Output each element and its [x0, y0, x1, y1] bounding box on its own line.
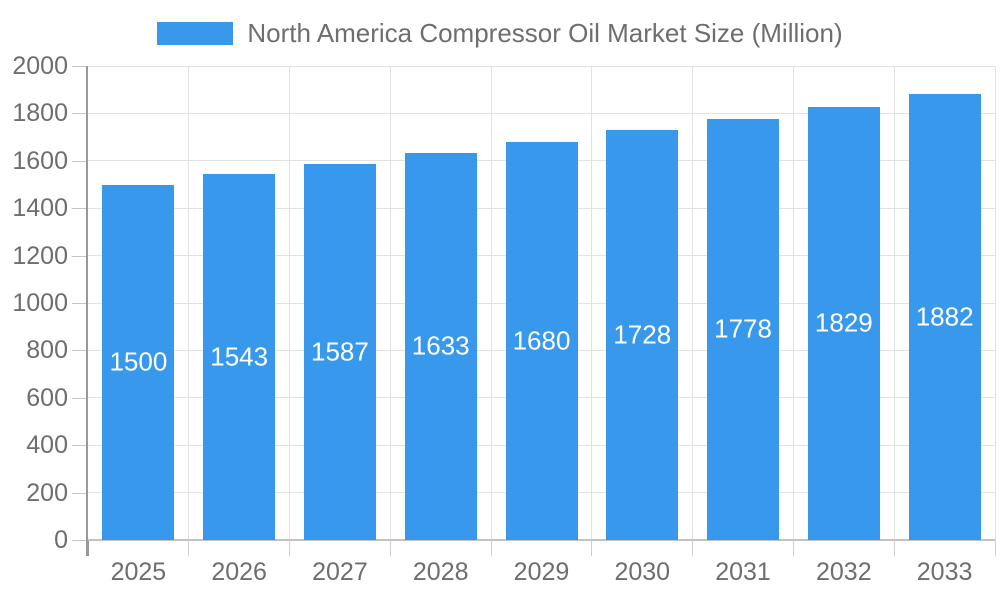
category-gridline: [692, 66, 694, 540]
bar-value-label: 1829: [814, 307, 873, 338]
y-axis-tick-label: 400: [26, 431, 68, 460]
bar-value-label: 1543: [210, 341, 269, 372]
x-axis-tick-label: 2029: [513, 558, 570, 586]
category-gridline: [994, 66, 996, 540]
category-gridline: [792, 66, 794, 540]
y-axis-tick-label: 2000: [12, 52, 68, 80]
x-axis-tick-label: 2028: [412, 558, 469, 586]
y-axis-tick: [72, 66, 88, 67]
y-axis-tick: [72, 208, 88, 210]
bar[interactable]: 1778: [707, 118, 780, 540]
y-axis-tick-label: 0: [54, 526, 68, 554]
legend-swatch-icon: [157, 21, 234, 45]
bar-value-label: 1728: [613, 319, 672, 350]
category-gridline: [188, 66, 190, 540]
bar[interactable]: 1728: [606, 130, 679, 540]
x-axis-line: [88, 539, 995, 541]
bar-value-label: 1587: [311, 336, 369, 367]
x-axis-tick-label: 2031: [715, 558, 771, 586]
y-axis-tick-label: 200: [26, 478, 68, 507]
y-axis-tick: [72, 160, 88, 162]
x-axis-tick-label: 2027: [312, 558, 368, 586]
y-axis-tick: [72, 350, 88, 352]
category-gridline: [893, 66, 895, 540]
bar-value-label: 1680: [512, 325, 571, 356]
y-axis-tick-label: 600: [26, 383, 68, 412]
bar[interactable]: 1500: [102, 184, 175, 540]
x-axis-tick: [188, 540, 190, 556]
legend-item[interactable]: North America Compressor Oil Market Size…: [157, 17, 843, 49]
bar[interactable]: 1633: [404, 152, 477, 540]
bar-value-label: 1778: [714, 313, 772, 344]
legend-label: North America Compressor Oil Market Size…: [247, 17, 843, 48]
x-axis-tick-label: 2026: [211, 558, 267, 586]
y-axis-tick: [72, 540, 88, 541]
y-axis-tick-label: 1600: [12, 146, 68, 175]
y-axis-tick: [72, 445, 88, 447]
x-axis-tick: [692, 540, 694, 556]
y-gridline: [88, 112, 995, 114]
chart-legend: North America Compressor Oil Market Size…: [0, 18, 1000, 48]
y-axis-tick-label: 1400: [12, 194, 68, 223]
category-gridline: [490, 66, 492, 540]
x-axis-tick: [389, 540, 391, 556]
y-axis-tick: [72, 113, 88, 115]
x-axis-tick: [87, 540, 89, 556]
category-gridline: [289, 66, 291, 540]
bar-value-label: 1500: [109, 346, 168, 377]
x-axis-tick-label: 2033: [916, 558, 973, 586]
y-axis-tick-label: 1200: [12, 241, 68, 270]
bar[interactable]: 1543: [203, 174, 276, 540]
category-gridline: [591, 66, 593, 540]
x-axis-tick-label: 2030: [614, 558, 671, 586]
bar[interactable]: 1882: [908, 93, 981, 540]
bar[interactable]: 1680: [505, 141, 578, 540]
y-axis-tick: [72, 303, 88, 304]
category-gridline: [389, 66, 391, 540]
y-axis-tick-label: 1000: [12, 289, 68, 317]
x-axis-tick: [893, 540, 895, 556]
y-gridline: [88, 65, 995, 67]
y-axis-tick: [72, 492, 88, 494]
bar[interactable]: 1587: [303, 163, 376, 540]
x-axis-tick: [289, 540, 291, 556]
y-axis-tick-label: 800: [26, 336, 68, 365]
x-axis-tick: [490, 540, 492, 556]
y-axis-tick: [72, 397, 88, 399]
bar-value-label: 1882: [915, 301, 974, 332]
bar-value-label: 1633: [411, 330, 470, 361]
x-axis-tick: [994, 540, 996, 556]
x-axis-tick-label: 2032: [816, 558, 872, 586]
x-axis-tick: [792, 540, 794, 556]
bar[interactable]: 1829: [807, 106, 880, 540]
y-axis-tick-label: 1800: [12, 99, 68, 128]
y-axis-line: [86, 66, 88, 556]
x-axis-tick: [591, 540, 593, 556]
x-axis-tick-label: 2025: [110, 558, 167, 586]
y-axis-tick: [72, 255, 88, 257]
